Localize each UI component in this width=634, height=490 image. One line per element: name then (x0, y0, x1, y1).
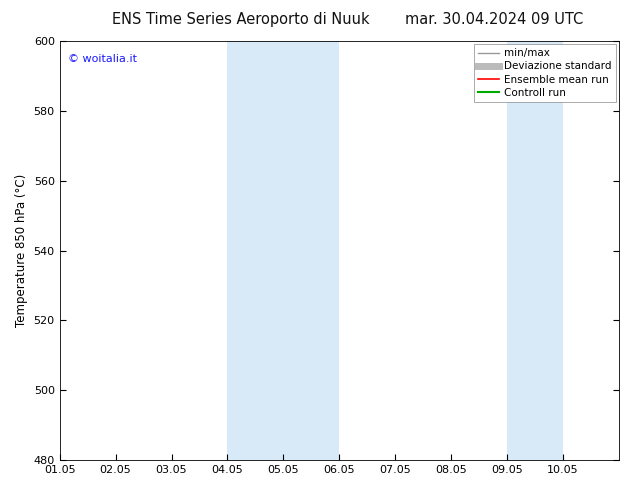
Legend: min/max, Deviazione standard, Ensemble mean run, Controll run: min/max, Deviazione standard, Ensemble m… (474, 44, 616, 102)
Text: ENS Time Series Aeroporto di Nuuk: ENS Time Series Aeroporto di Nuuk (112, 12, 370, 27)
Bar (507, 41, 563, 460)
Text: © woitalia.it: © woitalia.it (68, 53, 137, 64)
Y-axis label: Temperature 850 hPa (°C): Temperature 850 hPa (°C) (15, 174, 28, 327)
Bar (228, 41, 339, 460)
Text: mar. 30.04.2024 09 UTC: mar. 30.04.2024 09 UTC (405, 12, 584, 27)
